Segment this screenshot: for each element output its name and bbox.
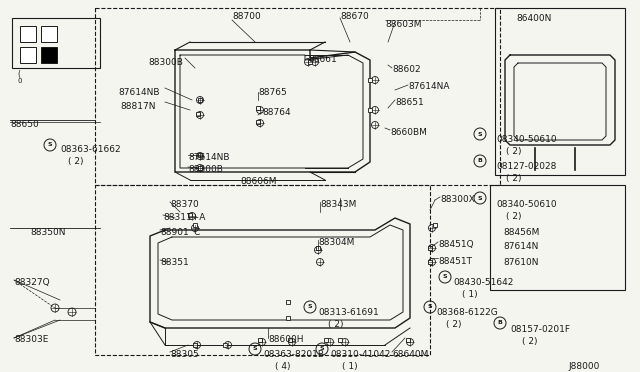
Text: 88343M: 88343M [320, 200, 356, 209]
Text: 88764: 88764 [262, 108, 291, 117]
Bar [495, 8, 625, 175]
Text: 88651: 88651 [395, 98, 424, 107]
Text: 87614NB: 87614NB [118, 88, 159, 97]
Text: 88350N: 88350N [30, 228, 65, 237]
Text: ( 2): ( 2) [68, 157, 83, 166]
Bar [490, 185, 625, 290]
Text: 88661: 88661 [308, 55, 337, 64]
Text: 88300B: 88300B [148, 58, 183, 67]
Text: 88327Q: 88327Q [14, 278, 50, 287]
Text: 88300X: 88300X [440, 195, 475, 204]
Bar [41, 47, 57, 63]
Text: 08157-0201F: 08157-0201F [510, 325, 570, 334]
Text: 88303E: 88303E [14, 335, 49, 344]
Text: 88304M: 88304M [318, 238, 355, 247]
Text: 8660BM: 8660BM [390, 128, 427, 137]
Text: C: C [193, 228, 199, 237]
Text: 88370: 88370 [170, 200, 199, 209]
Bar [20, 26, 36, 42]
Text: 88451T: 88451T [438, 257, 472, 266]
Text: 08430-51642: 08430-51642 [453, 278, 513, 287]
Text: 88650: 88650 [10, 120, 39, 129]
Text: ( 2): ( 2) [506, 212, 522, 221]
Text: 08340-50610: 08340-50610 [496, 135, 557, 144]
Bar [20, 47, 36, 63]
Text: 08127-02028: 08127-02028 [496, 162, 556, 171]
Text: ( 4): ( 4) [275, 362, 291, 371]
Text: 87610N: 87610N [503, 258, 538, 267]
Text: 08363-8201B: 08363-8201B [263, 350, 324, 359]
Bar [95, 185, 430, 355]
Text: 88600H: 88600H [268, 335, 303, 344]
Text: 87614N: 87614N [503, 242, 538, 251]
Text: 88305: 88305 [170, 350, 199, 359]
Bar [12, 18, 100, 68]
Text: 88817N: 88817N [120, 102, 156, 111]
Text: ( 1): ( 1) [462, 290, 477, 299]
Text: 08313-61691: 08313-61691 [318, 308, 379, 317]
Text: 88602: 88602 [392, 65, 420, 74]
Text: 68640M: 68640M [392, 350, 428, 359]
Text: ( 2): ( 2) [328, 320, 344, 329]
Text: 88456M: 88456M [503, 228, 540, 237]
Text: 86400N: 86400N [516, 14, 552, 23]
Text: 88670: 88670 [340, 12, 369, 21]
Text: 88700: 88700 [232, 12, 260, 21]
Text: S: S [308, 305, 312, 310]
Text: S: S [320, 346, 324, 352]
Text: 88451Q: 88451Q [438, 240, 474, 249]
Text: 88606M: 88606M [240, 177, 276, 186]
Text: (: ( [17, 70, 20, 79]
Text: J88000: J88000 [568, 362, 600, 371]
Text: ( 2): ( 2) [506, 174, 522, 183]
Text: 88351: 88351 [160, 258, 189, 267]
Text: B: B [477, 158, 483, 164]
Text: S: S [428, 305, 432, 310]
Text: ( 2): ( 2) [522, 337, 538, 346]
Text: S: S [477, 196, 483, 201]
Text: 08368-6122G: 08368-6122G [436, 308, 498, 317]
Text: 08310-41042: 08310-41042 [330, 350, 390, 359]
Text: S: S [477, 131, 483, 137]
Text: S: S [253, 346, 257, 352]
Text: 88603M: 88603M [385, 20, 422, 29]
Text: 88765: 88765 [258, 88, 287, 97]
Text: B: B [497, 321, 502, 326]
Bar [95, 8, 500, 185]
Text: ( 2): ( 2) [506, 147, 522, 156]
Text: 88901: 88901 [160, 228, 189, 237]
Text: 08340-50610: 08340-50610 [496, 200, 557, 209]
Text: S: S [443, 275, 447, 279]
Bar [41, 26, 57, 42]
Text: 88311+A: 88311+A [163, 213, 205, 222]
Text: 87614NB: 87614NB [188, 153, 230, 162]
Text: ( 1): ( 1) [342, 362, 358, 371]
Text: ( 2): ( 2) [446, 320, 461, 329]
Text: 0: 0 [17, 78, 22, 84]
Text: 88300B: 88300B [188, 165, 223, 174]
Text: 87614NA: 87614NA [408, 82, 449, 91]
Text: 08363-61662: 08363-61662 [60, 145, 120, 154]
Text: S: S [48, 142, 52, 148]
